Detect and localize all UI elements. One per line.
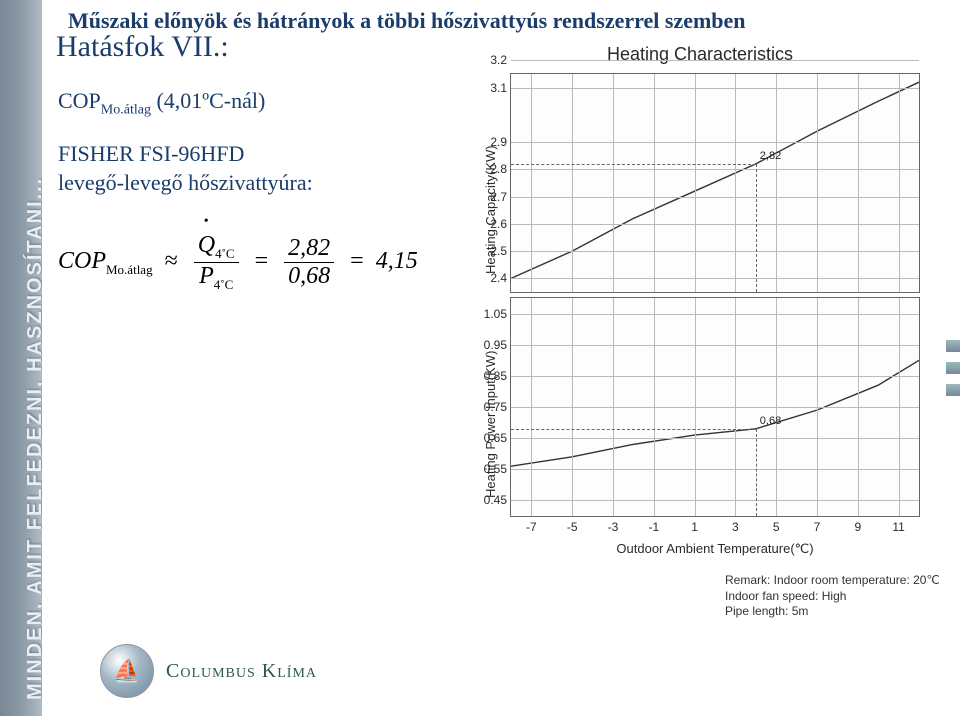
x-tick-label: -5 [567, 516, 578, 534]
grid-line-h [511, 60, 919, 61]
grid-line-v [735, 74, 736, 292]
cop-subscript: Mo.átlag [101, 102, 151, 117]
equals-sign-1: = [255, 248, 269, 274]
company-logo: ⛵ Columbus Klíma [100, 644, 317, 698]
grid-line-v [572, 74, 573, 292]
formula-lhs: COPMo.átlag [58, 248, 153, 274]
y-tick-label: 0.65 [484, 431, 511, 445]
heating-capacity-panel: Heating Capacity(KW) 3.13.22.92.82.72.62… [510, 73, 920, 293]
grid-line-h [511, 251, 919, 252]
equals-sign-2: = [350, 248, 364, 274]
grid-line-h [511, 407, 919, 408]
grid-line-h [511, 500, 919, 501]
frac-values: 2,82 0,68 [284, 235, 334, 290]
y-tick-label: 3.2 [490, 53, 511, 67]
q-dot: Q [198, 232, 215, 258]
y-tick-label: 3.1 [490, 81, 511, 95]
left-strip-text: MINDEN, AMIT FELFEDEZNI, HASZNOSÍTANI... [24, 177, 42, 700]
device-line: FISHER FSI-96HFD levegő-levegő hőszivatt… [58, 140, 313, 197]
approx-sign: ≈ [165, 248, 178, 274]
cop-formula: COPMo.átlag ≈ Q4˚C P4˚C = 2,82 0,68 = 4,… [58, 232, 418, 293]
logo-text: Columbus Klíma [166, 660, 317, 683]
grid-line-h [511, 469, 919, 470]
x-tick-label: -3 [608, 516, 619, 534]
y-tick-label: 0.85 [484, 369, 511, 383]
grid-line-v [776, 74, 777, 292]
chart-remark: Remark: Indoor room temperature: 20℃ Ind… [725, 573, 940, 620]
heating-power-panel: Heating Power Input(KW) -7-5-3-113579111… [510, 297, 920, 517]
grid-line-v [858, 74, 859, 292]
chart-title: Heating Characteristics [460, 44, 940, 65]
grid-line-v [531, 74, 532, 292]
x-tick-label: -1 [648, 516, 659, 534]
grid-line-v [899, 74, 900, 292]
x-tick-label: 9 [854, 516, 861, 534]
grid-line-h [511, 88, 919, 89]
marker-hline [511, 429, 756, 430]
grid-line-h [511, 345, 919, 346]
y-tick-label: 2.4 [490, 271, 511, 285]
y-tick-label: 0.55 [484, 462, 511, 476]
formula-result: 4,15 [376, 248, 418, 274]
grid-line-h [511, 197, 919, 198]
y-tick-label: 2.9 [490, 135, 511, 149]
grid-line-v [654, 74, 655, 292]
marker-label: 2,82 [760, 150, 781, 162]
y-tick-label: 0.45 [484, 493, 511, 507]
grid-line-h [511, 169, 919, 170]
heating-chart-block: Heating Characteristics Heating Capacity… [460, 44, 940, 704]
x-tick-label: 5 [773, 516, 780, 534]
device-desc: levegő-levegő hőszivattyúra: [58, 170, 313, 195]
remark-line-1: Remark: Indoor room temperature: 20℃ [725, 573, 940, 589]
x-tick-label: 3 [732, 516, 739, 534]
page-title: Hatásfok VII.: [56, 30, 229, 64]
grid-line-v [695, 74, 696, 292]
cop-condition: (4,01ºC-nál) [151, 88, 265, 113]
grid-line-v [613, 74, 614, 292]
cop-symbol: COP [58, 88, 101, 113]
xlabel: Outdoor Ambient Temperature(℃) [510, 541, 920, 557]
y-tick-label: 2.5 [490, 244, 511, 258]
remark-line-2: Indoor fan speed: High [725, 589, 940, 605]
x-tick-label: -7 [526, 516, 537, 534]
y-tick-label: 2.7 [490, 190, 511, 204]
grid-line-h [511, 278, 919, 279]
grid-line-h [511, 314, 919, 315]
cop-reference-line: COPMo.átlag (4,01ºC-nál) [58, 88, 265, 118]
y-tick-label: 0.75 [484, 400, 511, 414]
marker-hline [511, 164, 756, 165]
remark-line-3: Pipe length: 5m [725, 604, 940, 620]
x-tick-label: 7 [814, 516, 821, 534]
y-tick-label: 2.8 [490, 162, 511, 176]
grid-line-v [817, 74, 818, 292]
x-tick-label: 11 [892, 516, 904, 534]
grid-line-h [511, 376, 919, 377]
frac-qp: Q4˚C P4˚C [194, 232, 239, 293]
marker-label: 0,68 [760, 415, 781, 427]
grid-line-h [511, 438, 919, 439]
y-tick-label: 0.95 [484, 338, 511, 352]
right-edge-marks [940, 340, 960, 406]
grid-line-h [511, 224, 919, 225]
x-tick-label: 1 [691, 516, 698, 534]
ship-icon: ⛵ [113, 658, 140, 684]
y-tick-label: 2.6 [490, 217, 511, 231]
marker-vline [756, 164, 757, 292]
marker-vline [756, 429, 757, 516]
device-model: FISHER FSI-96HFD [58, 141, 244, 166]
logo-circle: ⛵ [100, 644, 154, 698]
left-strip: MINDEN, AMIT FELFEDEZNI, HASZNOSÍTANI... [0, 0, 42, 716]
y-tick-label: 1.05 [484, 307, 511, 321]
grid-line-h [511, 142, 919, 143]
